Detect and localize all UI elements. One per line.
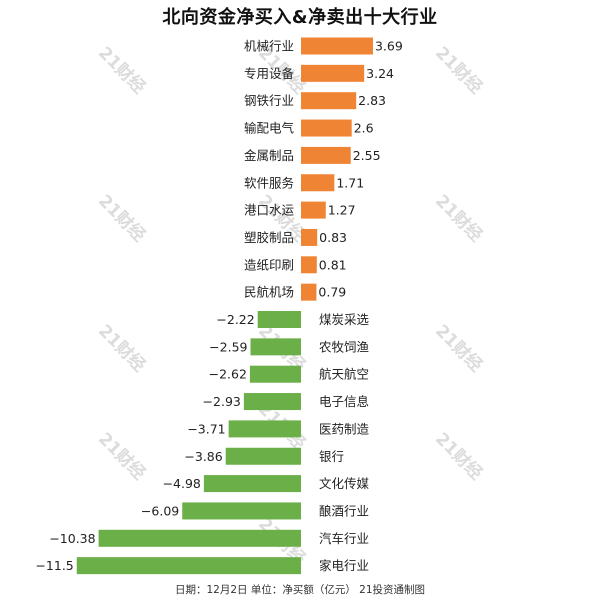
net-buy-bar (301, 37, 373, 55)
category-label: 电子信息 (319, 394, 369, 409)
net-buy-bar (301, 119, 352, 137)
watermark-text: 21财经 (94, 42, 150, 98)
chart-title: 北向资金净买入&净卖出十大行业 (162, 7, 438, 28)
value-labels-layer: 3.69 3.24 2.83 2.6 2.55 1.71 1.27 0.83 0.81 0.79 −… (35, 39, 402, 574)
category-labels-layer: 机械行业专用设备钢铁行业输配电气金属制品软件服务港口水运塑胶制品造纸印刷民航机场… (244, 39, 370, 574)
watermark-text: 21财经 (431, 320, 487, 376)
value-label: −3.71 (187, 421, 225, 436)
category-label: 金属制品 (244, 148, 294, 163)
net-buy-bar (301, 201, 326, 219)
net-sell-bar (225, 447, 301, 465)
category-label: 机械行业 (244, 39, 294, 54)
net-sell-bar (182, 502, 301, 520)
value-label: −2.59 (209, 339, 247, 354)
category-label: 银行 (319, 449, 344, 464)
net-buy-bar (301, 64, 365, 82)
watermark-text: 21财经 (94, 428, 150, 484)
category-label: 家电行业 (319, 558, 369, 573)
value-label: −6.09 (141, 503, 179, 518)
net-sell-bar (203, 475, 301, 493)
category-label: 输配电气 (244, 121, 295, 136)
net-sell-bar (228, 420, 301, 438)
category-label: 医药制造 (319, 421, 370, 436)
value-label: 0.79 (318, 285, 346, 300)
net-sell-bar (257, 311, 301, 328)
chart-footnote: 日期：12月2日 单位：净买额（亿元） 21投资通制图 (174, 584, 426, 596)
value-label: 1.71 (336, 175, 364, 190)
value-label: −10.38 (49, 531, 95, 546)
value-label: −4.98 (163, 476, 201, 491)
net-sell-bar (76, 557, 301, 575)
net-buy-bar (301, 256, 317, 274)
value-label: −2.62 (209, 367, 247, 382)
value-label: 2.55 (353, 148, 381, 163)
net-sell-bar (98, 529, 301, 547)
net-buy-bar (301, 283, 317, 301)
category-label: 软件服务 (244, 175, 294, 190)
value-label: 3.24 (366, 66, 394, 81)
value-label: −2.93 (203, 394, 241, 409)
value-label: 2.6 (354, 121, 374, 136)
net-buy-bar (301, 228, 318, 246)
net-sell-bar (249, 365, 301, 383)
net-buy-bar (301, 146, 351, 164)
category-label: 造纸印刷 (244, 257, 294, 272)
value-label: 0.81 (319, 257, 347, 272)
category-label: 酿酒行业 (319, 503, 369, 518)
category-label: 民航机场 (244, 285, 294, 300)
category-label: 煤炭采选 (319, 312, 370, 327)
category-label: 农牧饲渔 (319, 339, 369, 354)
watermark-text: 21财经 (94, 320, 150, 376)
category-label: 港口水运 (244, 203, 295, 218)
watermark-text: 21财经 (94, 190, 150, 246)
value-label: 3.69 (375, 39, 403, 54)
value-label: −11.5 (35, 558, 73, 573)
category-label: 汽车行业 (319, 531, 369, 546)
value-label: −2.22 (216, 312, 254, 327)
watermark-text: 21财经 (431, 42, 487, 98)
category-label: 钢铁行业 (244, 93, 294, 108)
category-label: 航天航空 (319, 367, 369, 382)
value-label: 1.27 (328, 203, 356, 218)
value-label: −3.86 (184, 449, 222, 464)
category-label: 文化传媒 (319, 476, 370, 491)
category-label: 专用设备 (244, 66, 295, 81)
category-label: 塑胶制品 (244, 230, 294, 245)
bars-layer (76, 37, 373, 575)
net-buy-bar (301, 174, 335, 192)
watermark-text: 21财经 (431, 190, 487, 246)
net-sell-bar (250, 338, 301, 356)
value-label: 0.83 (319, 230, 347, 245)
value-label: 2.83 (358, 93, 386, 108)
net-sell-bar (243, 393, 301, 411)
watermark-text: 21财经 (431, 428, 487, 484)
net-buy-bar (301, 92, 357, 110)
